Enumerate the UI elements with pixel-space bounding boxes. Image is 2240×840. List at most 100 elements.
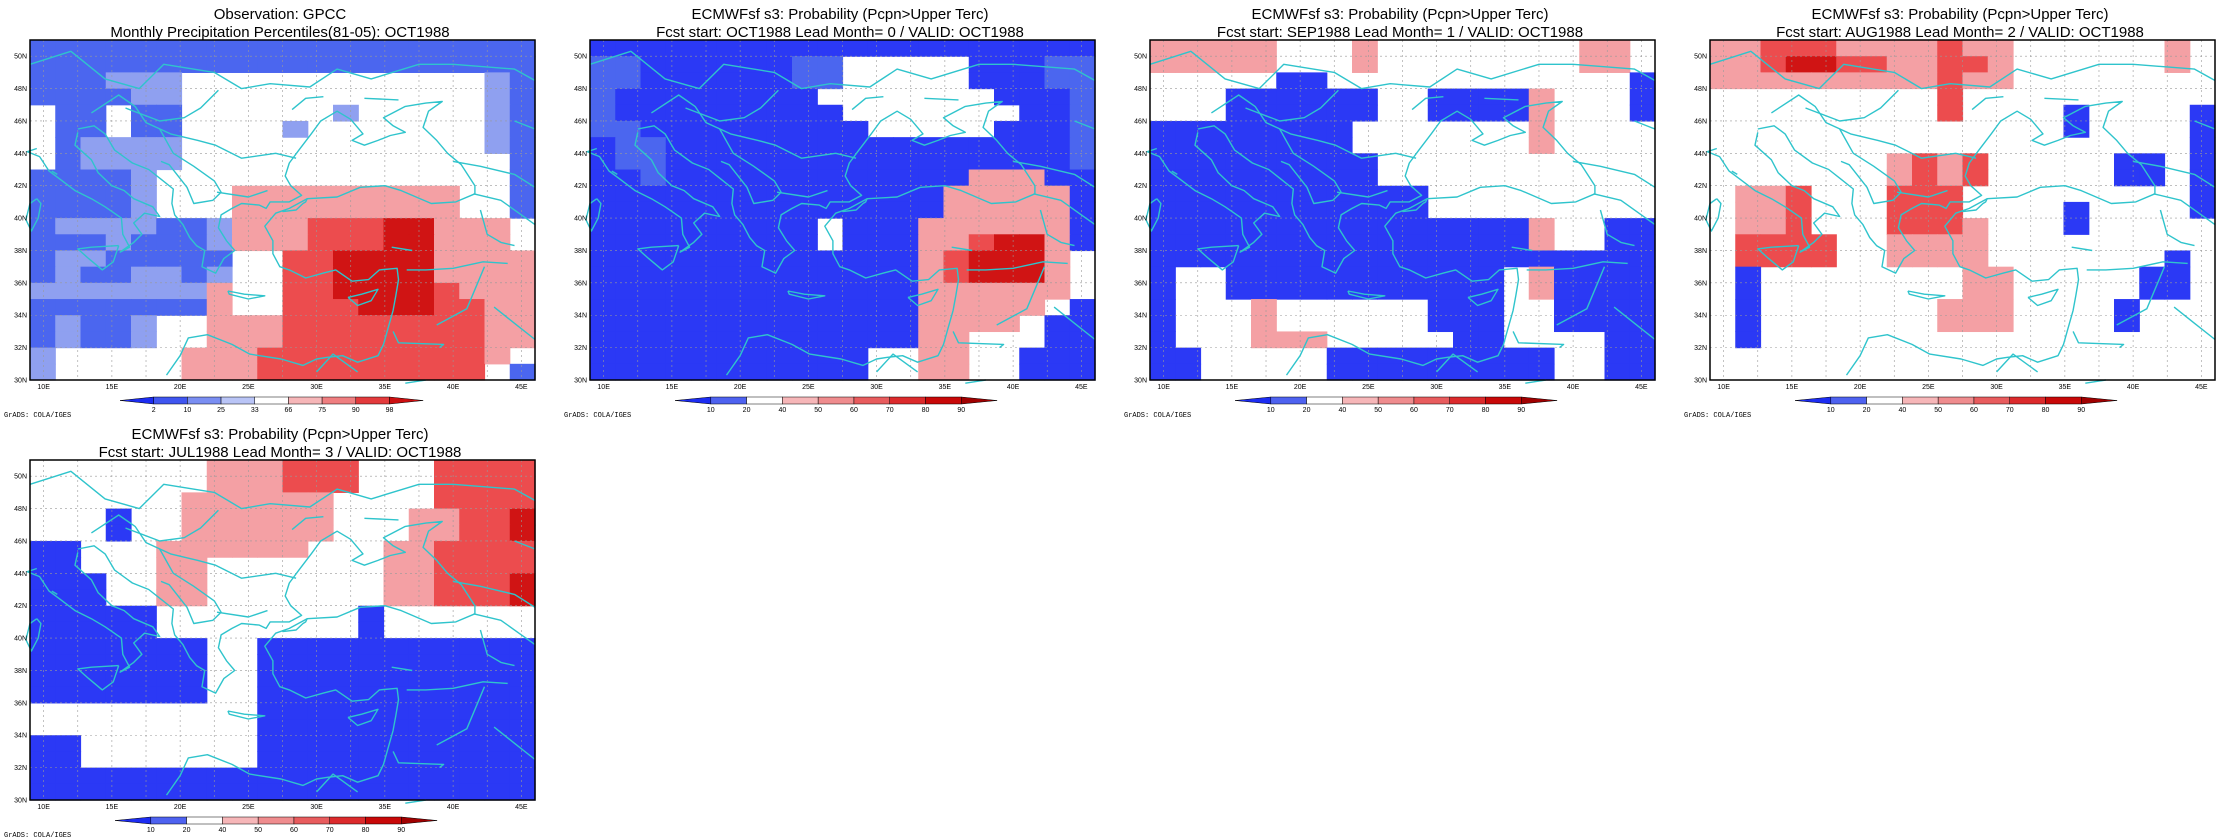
grid-cell [131,250,157,268]
grid-cell [55,250,82,268]
grid-cell [509,120,536,138]
grid-cell [509,557,536,574]
grid-cell [590,40,616,57]
colorbar-segment [782,396,819,405]
grid-cell [1962,266,1989,284]
grid-cell [434,185,460,203]
grid-cell [206,460,233,477]
grid-cell [792,282,818,300]
grid-cell [968,315,995,333]
grid-cell [131,185,157,203]
grid-cell [665,120,692,138]
coastline [2072,331,2125,349]
grid-cell [333,218,359,235]
grid-cell [1402,218,1429,235]
lat-tick-label: 46N [1694,118,1707,125]
grid-cell [1175,218,1202,235]
colorbar-segment [2045,396,2082,405]
grid-cell [1175,185,1202,203]
grid-cell [55,120,82,138]
grid-cell [509,476,536,493]
grid-cell [1987,40,2014,57]
grid-cell [615,169,642,187]
grid-cell [206,299,233,316]
colorbar-tick-label: 10 [1827,407,1835,414]
lat-tick-label: 50N [14,474,27,481]
grid-cell [615,331,642,349]
grid-cell [408,347,435,365]
grid-cell [181,638,208,655]
grid-cell [1251,169,1277,187]
grid-cell [55,153,82,171]
grid-cell [131,767,157,785]
grid-cell [1629,282,1656,300]
grid-cell [665,88,692,106]
lat-tick-label: 38N [1694,248,1707,255]
grid-cell [358,315,385,333]
lat-tick-label: 36N [1694,280,1707,287]
grid-cell [459,702,486,720]
colorbar-tick-label: 33 [251,407,259,414]
grid-cell [893,153,919,171]
grid-cell [282,56,309,73]
grid-cell [181,767,208,785]
grid-cell [640,72,667,90]
grid-cell [842,331,869,349]
colorbar-tick-label: 90 [352,407,360,414]
grid-cell [30,347,56,365]
colorbar-arrow-left [1794,396,1832,405]
grid-cell [1785,56,1812,73]
grid-cell [1175,169,1202,187]
grid-cell [509,331,536,349]
lat-tick-label: 48N [14,86,27,93]
grid-cell [918,331,945,349]
grid-cell [80,282,107,300]
grid-cell [1276,88,1303,106]
grid-cell [1225,218,1252,235]
grid-cell [2189,120,2216,138]
grid-cell [1019,56,1046,73]
colorbar: 10 20 40 50 60 70 80 90 [1234,396,1558,414]
grid-cell [665,40,692,57]
coastline [1074,120,1096,130]
grid-cell [282,234,309,252]
grid-cell [1427,282,1454,300]
grid-cell [1352,40,1378,57]
grid-cell [590,315,616,333]
lat-tick-label: 40N [1134,216,1147,223]
grid-cell [282,702,309,720]
grid-cell [640,363,667,381]
grid-cell [206,250,233,268]
grid-cell [1886,153,1913,171]
grid-cell [1044,88,1071,106]
grid-cell [509,185,536,203]
grid-cell [1019,88,1046,106]
coastline [29,470,536,510]
coastline [787,290,826,300]
grid-cell [1604,250,1631,268]
lon-tick-label: 45E [515,804,528,811]
panel-title: ECMWFsf s3: Probability (Pcpn>Upper Terc… [131,426,429,443]
grid-cell [792,363,818,381]
coastline [2071,246,2093,252]
grid-cell [484,282,511,300]
grid-cell [1150,299,1176,316]
grid-cell [792,266,818,284]
map-panel-lead0: ECMWFsf s3: Probability (Pcpn>Upper Terc… [560,0,1120,420]
grid-cell [691,88,717,106]
grid-cell [509,638,536,655]
coastline [26,132,161,253]
grid-cell [1735,331,1762,349]
grid-cell [968,218,995,235]
grid-cell [1200,56,1227,73]
grid-cell [590,299,616,316]
grid-cell [2189,153,2216,171]
grid-cell [232,524,258,542]
coastline [2132,160,2216,188]
grid-cell [842,282,869,300]
colorbar: 2 10 25 33 66 75 90 98 [119,396,424,414]
grid-cell [640,299,667,316]
grid-cell [383,40,410,57]
colorbar-tick-label: 10 [1267,407,1275,414]
coastline [1467,288,1499,307]
